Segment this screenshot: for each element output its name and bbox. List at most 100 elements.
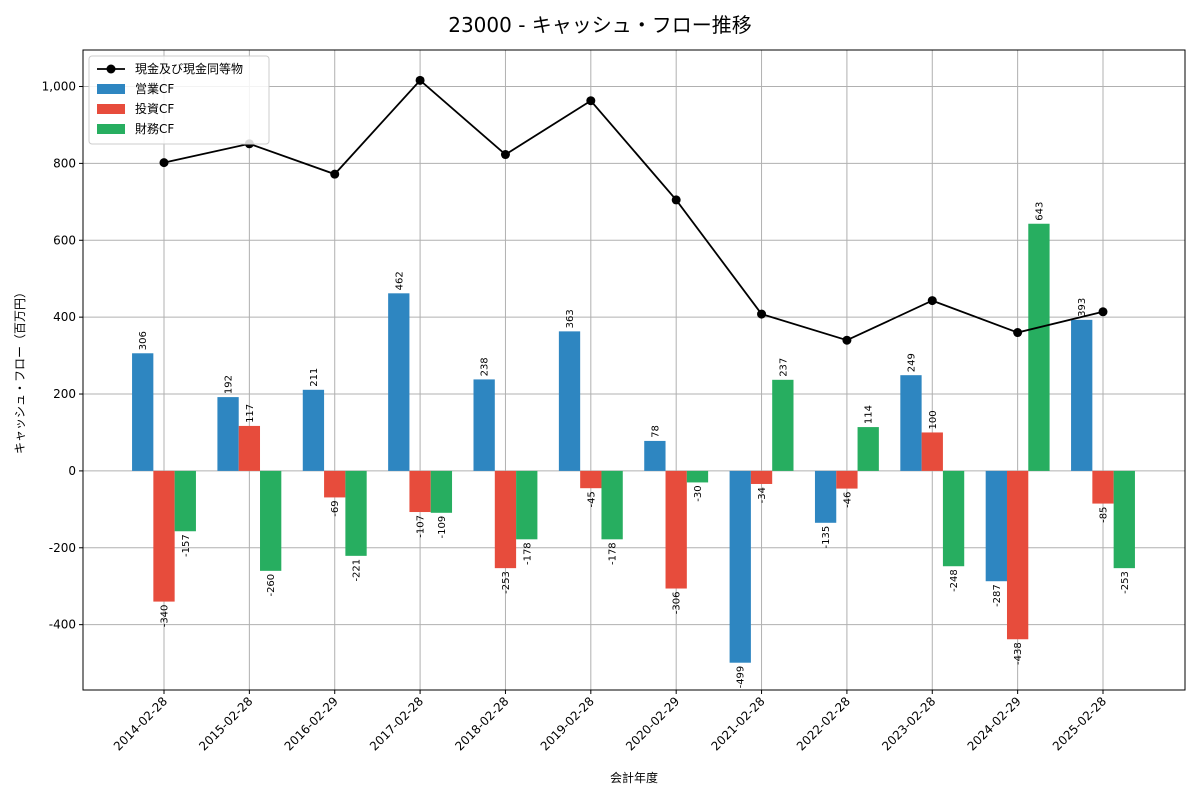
bar-value-label: -287 <box>992 584 1003 607</box>
legend-box <box>88 55 270 145</box>
y-tick-label: 400 <box>53 310 76 324</box>
y-tick-label: 600 <box>53 233 76 247</box>
bar-value-label: -340 <box>160 605 171 628</box>
bars-layer <box>132 223 1135 663</box>
bar <box>900 375 922 471</box>
y-tick-label: 1,000 <box>42 80 76 94</box>
bar-value-label: -45 <box>586 491 597 507</box>
cash-point <box>757 309 767 319</box>
y-tick-label: 800 <box>53 156 76 170</box>
x-tick-label: 2015-02-28 <box>196 694 255 753</box>
x-tick-label: 2018-02-28 <box>452 694 511 753</box>
grid-layer <box>83 50 1185 690</box>
bar <box>345 470 367 556</box>
bar <box>942 470 965 567</box>
bar-value-label: 393 <box>1077 298 1088 317</box>
plot-frame <box>82 49 1186 691</box>
x-tick-label: 2014-02-28 <box>111 694 170 753</box>
legend-bar-swatch <box>97 124 125 134</box>
line-layer <box>159 75 1108 345</box>
bar <box>260 470 282 571</box>
legend-marker <box>106 64 116 74</box>
bar-value-label: 238 <box>480 357 491 376</box>
x-tick-label: 2022-02-28 <box>794 694 853 753</box>
bar <box>558 331 581 471</box>
y-axis-title: キャッシュ・フロー（百万円） <box>13 286 27 454</box>
cash-point <box>415 75 425 85</box>
x-tick-label: 2017-02-28 <box>367 694 426 753</box>
legend-label: 財務CF <box>135 121 174 136</box>
bar-value-label: -157 <box>181 534 192 557</box>
legend-label: 現金及び現金同等物 <box>135 61 243 76</box>
bar <box>836 470 858 489</box>
bar <box>644 440 666 471</box>
legend-bar-swatch <box>97 84 125 94</box>
x-tick-label: 2021-02-28 <box>708 694 767 753</box>
y-tick-label: 0 <box>68 464 76 478</box>
bar <box>1028 223 1050 471</box>
cash-point <box>1013 328 1023 338</box>
bar <box>516 470 538 540</box>
bar <box>494 470 517 569</box>
bar-labels-layer: 306 192 211 462 238 363 78 -499 -135 249 -287 393 -3… <box>138 202 1131 689</box>
legend-label: 投資CF <box>135 101 174 116</box>
bar <box>1092 470 1114 504</box>
cash-point <box>159 158 169 168</box>
bar <box>238 425 261 471</box>
cash-line <box>163 79 1104 342</box>
bar-value-label: -178 <box>522 542 533 565</box>
bar <box>430 470 453 513</box>
cash-point <box>330 169 340 179</box>
bar-value-label: -69 <box>330 500 341 516</box>
x-tick-label: 2024-02-29 <box>965 694 1024 753</box>
bar <box>174 470 196 532</box>
bar <box>388 293 410 471</box>
bar <box>772 379 794 471</box>
bar <box>857 427 879 471</box>
bar-value-label: 462 <box>394 271 405 290</box>
bar <box>665 470 687 589</box>
bar-value-label: -306 <box>672 592 683 615</box>
bar-value-label: 363 <box>565 309 576 328</box>
x-axis-title: 会計年度 <box>610 770 658 785</box>
bar-value-label: 114 <box>864 405 875 424</box>
bar-value-label: -30 <box>693 485 704 501</box>
bar <box>729 470 751 663</box>
bar-value-label: 211 <box>309 368 320 387</box>
bar-value-label: 78 <box>650 425 661 438</box>
legend-bar-swatch <box>97 104 125 114</box>
bar <box>132 353 154 471</box>
cash-point <box>842 335 852 345</box>
x-tick-label: 2025-02-28 <box>1050 694 1109 753</box>
y-tick-label: -200 <box>49 541 76 555</box>
bar <box>580 470 602 489</box>
bar-value-label: -178 <box>608 542 619 565</box>
bar-value-label: -248 <box>949 569 960 592</box>
bar-value-label: 100 <box>928 410 939 429</box>
bar <box>324 470 346 498</box>
bar-value-label: -107 <box>416 515 427 538</box>
cash-point <box>500 150 510 160</box>
bar-value-label: 117 <box>245 404 256 423</box>
x-tick-label: 2023-02-28 <box>879 694 938 753</box>
bar <box>217 397 239 471</box>
bar-value-label: -260 <box>266 574 277 597</box>
x-tick-label: 2019-02-28 <box>538 694 597 753</box>
y-tick-label: -400 <box>49 618 76 632</box>
bar-value-label: -438 <box>1013 642 1024 665</box>
bar <box>302 389 325 471</box>
bar-value-label: 306 <box>138 331 149 350</box>
x-tick-label: 2020-02-29 <box>623 694 682 753</box>
bar-value-label: -109 <box>437 516 448 539</box>
bar <box>409 470 431 513</box>
bar-value-label: -253 <box>501 571 512 594</box>
bar <box>1071 319 1093 471</box>
bar-value-label: -46 <box>842 492 853 508</box>
bar <box>921 432 943 471</box>
bar-value-label: -135 <box>821 526 832 549</box>
bar <box>814 470 837 523</box>
bar <box>985 470 1007 582</box>
cash-point <box>927 296 937 306</box>
